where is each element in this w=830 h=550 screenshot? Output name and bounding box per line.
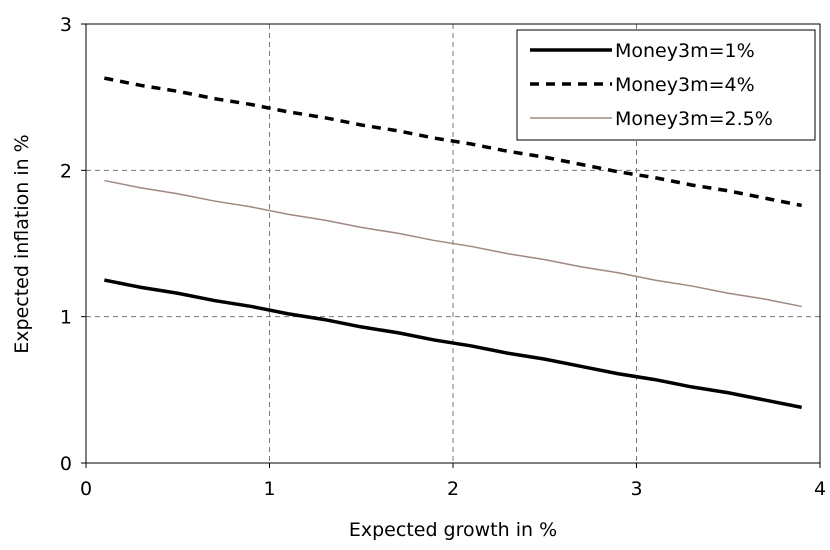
x-tick-label: 2: [447, 478, 459, 500]
legend-label: Money3m=2.5%: [615, 108, 773, 130]
x-tick-label: 3: [630, 478, 642, 500]
legend-label: Money3m=1%: [615, 40, 755, 62]
x-tick-label: 1: [263, 478, 275, 500]
y-tick-label: 1: [60, 307, 72, 329]
y-axis-label: Expected inflation in %: [11, 134, 33, 353]
x-tick-label: 4: [814, 478, 826, 500]
y-tick-label: 2: [60, 160, 72, 182]
legend: Money3m=1% Money3m=4% Money3m=2.5%: [516, 29, 816, 141]
x-tick-label: 0: [80, 478, 92, 500]
y-tick-label: 0: [60, 453, 72, 475]
series-line: [104, 278, 802, 410]
series-line: [104, 179, 802, 308]
x-axis-label: Expected growth in %: [349, 519, 557, 541]
y-tick-label: 3: [60, 14, 72, 36]
legend-label: Money3m=4%: [615, 74, 755, 96]
plot-frame: [85, 23, 821, 464]
series-line: [104, 76, 802, 208]
